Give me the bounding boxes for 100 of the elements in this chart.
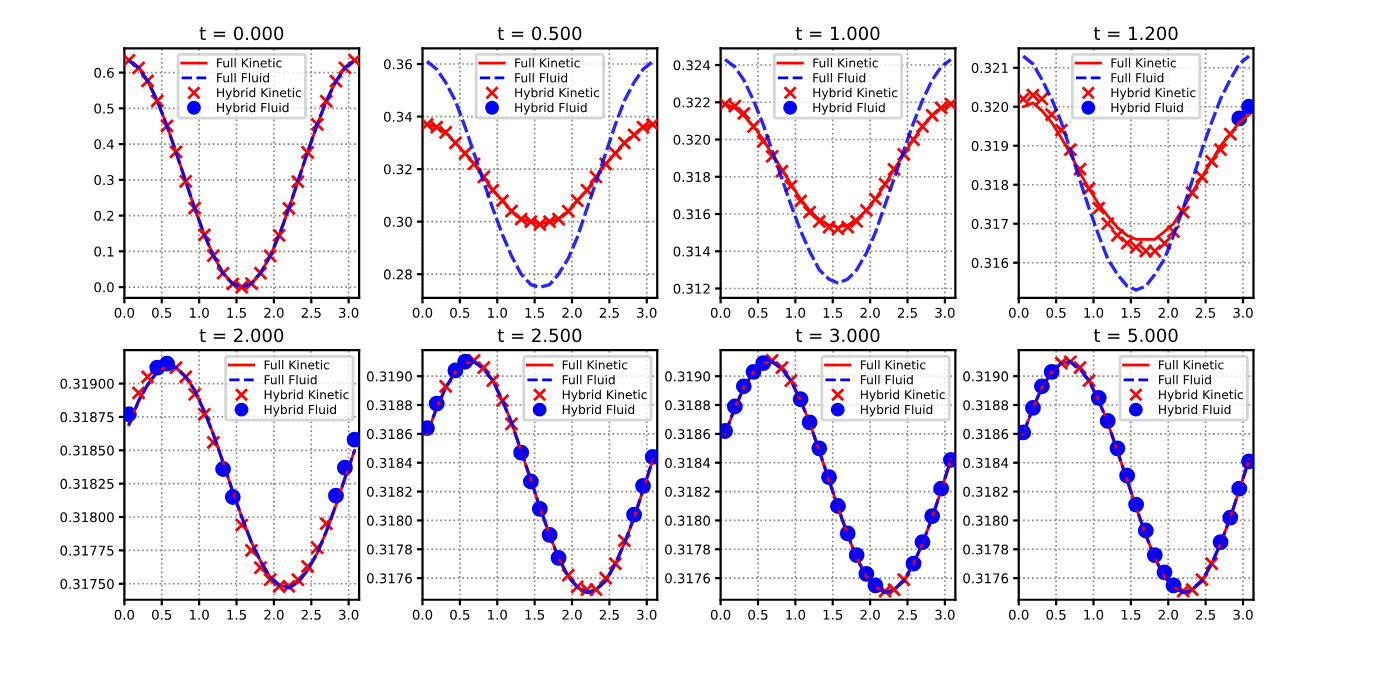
point <box>140 369 155 385</box>
point <box>1063 142 1078 157</box>
point <box>746 119 761 134</box>
point <box>1091 200 1107 216</box>
point <box>328 73 344 89</box>
point <box>1241 98 1254 115</box>
point <box>187 200 202 216</box>
point <box>168 144 184 160</box>
point <box>244 543 259 558</box>
point <box>896 572 912 587</box>
point <box>309 540 325 555</box>
chart-title: t = 2.000 <box>199 328 284 343</box>
chart-title: t = 1.000 <box>795 26 880 41</box>
point <box>457 146 473 161</box>
point <box>924 108 940 123</box>
point <box>149 93 165 109</box>
point <box>178 173 193 189</box>
point <box>783 178 799 194</box>
point <box>271 227 287 243</box>
point <box>234 517 250 533</box>
point <box>206 435 221 450</box>
point <box>168 360 184 375</box>
point <box>485 182 501 198</box>
chart-title: t = 1.200 <box>1093 26 1178 41</box>
point <box>187 386 202 402</box>
point <box>1213 142 1228 157</box>
point <box>617 135 632 151</box>
point <box>448 135 463 151</box>
point <box>598 570 613 586</box>
point <box>736 106 752 121</box>
point <box>1166 224 1181 239</box>
point <box>1223 126 1238 142</box>
point <box>588 169 604 185</box>
point <box>131 60 146 76</box>
point <box>281 201 297 216</box>
point <box>131 385 146 401</box>
point <box>300 145 315 160</box>
point <box>466 156 482 172</box>
chart-title: t = 0.000 <box>199 26 284 41</box>
point <box>318 516 334 531</box>
point <box>1081 181 1097 196</box>
point <box>140 73 155 89</box>
point <box>262 572 278 588</box>
point <box>504 416 519 432</box>
point <box>485 373 501 388</box>
point <box>783 373 799 388</box>
point <box>859 203 874 218</box>
point <box>253 265 268 281</box>
point <box>802 204 817 220</box>
point <box>309 117 325 132</box>
point <box>262 248 278 264</box>
point <box>197 227 212 243</box>
point <box>1175 204 1191 220</box>
point <box>476 169 492 185</box>
point <box>1194 169 1210 185</box>
point <box>476 360 492 375</box>
point <box>933 100 949 116</box>
point <box>793 193 808 209</box>
point <box>215 265 231 281</box>
point <box>337 60 353 76</box>
point <box>1204 556 1219 571</box>
point <box>1072 161 1088 177</box>
point <box>1100 216 1115 232</box>
point <box>727 98 743 114</box>
point <box>598 156 613 172</box>
point <box>1184 185 1200 200</box>
point <box>635 119 651 135</box>
point <box>159 118 175 134</box>
point <box>579 182 595 198</box>
point <box>569 193 585 208</box>
point <box>318 93 334 109</box>
point <box>1157 235 1172 251</box>
point <box>1204 154 1219 169</box>
line-series <box>425 59 655 289</box>
chart-title: t = 2.500 <box>497 328 582 343</box>
chart-title: t = 0.500 <box>497 26 582 41</box>
point <box>560 203 576 219</box>
point <box>906 132 921 147</box>
point <box>644 449 658 465</box>
point <box>608 556 623 571</box>
point <box>300 559 315 574</box>
point <box>608 146 623 161</box>
point <box>253 560 268 576</box>
point <box>1194 572 1210 587</box>
point <box>206 248 221 263</box>
point <box>290 174 306 189</box>
point <box>1081 373 1097 388</box>
point <box>896 147 912 162</box>
point <box>868 191 883 207</box>
chart-title: t = 5.000 <box>1093 328 1178 343</box>
point <box>1054 122 1069 138</box>
point <box>560 567 576 583</box>
point <box>626 127 642 143</box>
point <box>504 203 519 219</box>
point <box>755 134 771 149</box>
point <box>617 533 632 548</box>
point <box>774 163 790 179</box>
chart-title: t = 3.000 <box>795 328 880 343</box>
point <box>764 149 780 164</box>
point <box>774 360 790 375</box>
